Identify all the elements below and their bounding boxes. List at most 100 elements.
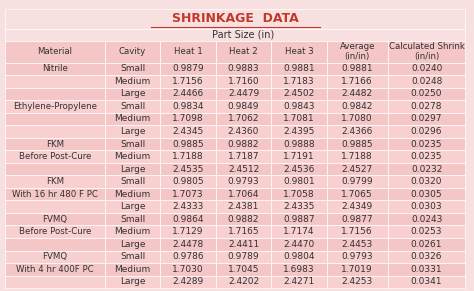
Text: 0.9805: 0.9805 <box>172 177 204 186</box>
Bar <box>327 276 388 288</box>
Bar <box>271 150 327 163</box>
Bar <box>5 88 105 100</box>
Text: FVMQ: FVMQ <box>42 215 67 224</box>
Bar <box>327 113 388 125</box>
Bar <box>5 41 105 63</box>
Text: 2.4536: 2.4536 <box>283 165 315 173</box>
Bar <box>271 213 327 226</box>
Text: Large: Large <box>120 165 145 173</box>
Text: 0.9793: 0.9793 <box>341 252 373 261</box>
Bar <box>160 41 216 63</box>
Text: 1.6983: 1.6983 <box>283 265 315 274</box>
Bar <box>5 175 105 188</box>
Bar <box>105 75 160 88</box>
Text: 0.0303: 0.0303 <box>411 202 442 211</box>
Text: Large: Large <box>120 127 145 136</box>
Text: Average
(in/in): Average (in/in) <box>339 42 375 61</box>
Bar <box>216 113 271 125</box>
Bar <box>388 263 465 276</box>
Text: 1.7174: 1.7174 <box>283 227 315 236</box>
Bar <box>327 163 388 175</box>
Bar <box>105 200 160 213</box>
Text: 0.9801: 0.9801 <box>283 177 315 186</box>
Bar <box>388 63 465 75</box>
Text: Small: Small <box>120 139 145 148</box>
Text: 0.0341: 0.0341 <box>411 277 442 286</box>
Text: 0.9834: 0.9834 <box>172 102 204 111</box>
Bar <box>5 138 105 150</box>
Text: 2.4366: 2.4366 <box>342 127 373 136</box>
Bar <box>327 188 388 200</box>
Bar <box>271 276 327 288</box>
Text: 2.4535: 2.4535 <box>173 165 204 173</box>
Bar <box>160 238 216 251</box>
Bar <box>388 100 465 113</box>
Text: 0.9843: 0.9843 <box>283 102 315 111</box>
Bar <box>216 251 271 263</box>
Text: 0.0261: 0.0261 <box>411 240 442 249</box>
Text: 0.9786: 0.9786 <box>172 252 204 261</box>
Bar <box>160 200 216 213</box>
Bar <box>216 150 271 163</box>
Bar <box>5 75 105 88</box>
Text: 2.4333: 2.4333 <box>173 202 204 211</box>
Text: 0.9883: 0.9883 <box>228 64 259 73</box>
Bar <box>5 276 105 288</box>
Text: Large: Large <box>120 240 145 249</box>
Bar <box>216 41 271 63</box>
Bar <box>5 9 465 29</box>
Text: 1.7160: 1.7160 <box>228 77 259 86</box>
Bar <box>5 150 105 163</box>
Bar <box>271 41 327 63</box>
Text: Medium: Medium <box>114 190 151 199</box>
Text: 0.9887: 0.9887 <box>283 215 315 224</box>
Text: Small: Small <box>120 252 145 261</box>
Text: FKM: FKM <box>46 139 64 148</box>
Text: 2.4470: 2.4470 <box>283 240 315 249</box>
Text: 1.7081: 1.7081 <box>283 114 315 123</box>
Text: Cavity: Cavity <box>119 47 146 56</box>
Bar <box>160 213 216 226</box>
Text: 1.7058: 1.7058 <box>283 190 315 199</box>
Bar <box>105 125 160 138</box>
Text: 0.9882: 0.9882 <box>228 215 259 224</box>
Bar <box>216 200 271 213</box>
Bar <box>105 100 160 113</box>
Text: 1.7019: 1.7019 <box>341 265 373 274</box>
Bar <box>271 163 327 175</box>
Bar <box>160 138 216 150</box>
Text: Ethylene-Propylene: Ethylene-Propylene <box>13 102 97 111</box>
Bar <box>271 263 327 276</box>
Text: 0.0326: 0.0326 <box>411 252 442 261</box>
Text: Large: Large <box>120 277 145 286</box>
Bar <box>160 150 216 163</box>
Text: Nitrile: Nitrile <box>42 64 68 73</box>
Text: 0.0250: 0.0250 <box>411 89 442 98</box>
Text: 0.9877: 0.9877 <box>341 215 373 224</box>
Bar <box>105 41 160 63</box>
Text: 0.0232: 0.0232 <box>411 165 442 173</box>
Bar <box>160 175 216 188</box>
Text: 0.0248: 0.0248 <box>411 77 442 86</box>
Text: 1.7166: 1.7166 <box>341 77 373 86</box>
Bar <box>327 138 388 150</box>
Bar <box>327 200 388 213</box>
Text: Part Size (in): Part Size (in) <box>212 30 274 40</box>
Text: SHRINKAGE  DATA: SHRINKAGE DATA <box>172 13 299 25</box>
Bar <box>327 75 388 88</box>
Text: 0.9799: 0.9799 <box>341 177 373 186</box>
Text: 0.9864: 0.9864 <box>172 215 204 224</box>
Bar <box>388 113 465 125</box>
Text: 0.9793: 0.9793 <box>228 177 259 186</box>
Bar <box>5 238 105 251</box>
Text: 1.7187: 1.7187 <box>228 152 259 161</box>
Bar <box>5 29 465 41</box>
Bar <box>5 100 105 113</box>
Bar <box>388 150 465 163</box>
Bar <box>216 163 271 175</box>
Bar <box>216 276 271 288</box>
Text: Small: Small <box>120 64 145 73</box>
Bar <box>105 113 160 125</box>
Bar <box>160 251 216 263</box>
Text: 0.9789: 0.9789 <box>228 252 259 261</box>
